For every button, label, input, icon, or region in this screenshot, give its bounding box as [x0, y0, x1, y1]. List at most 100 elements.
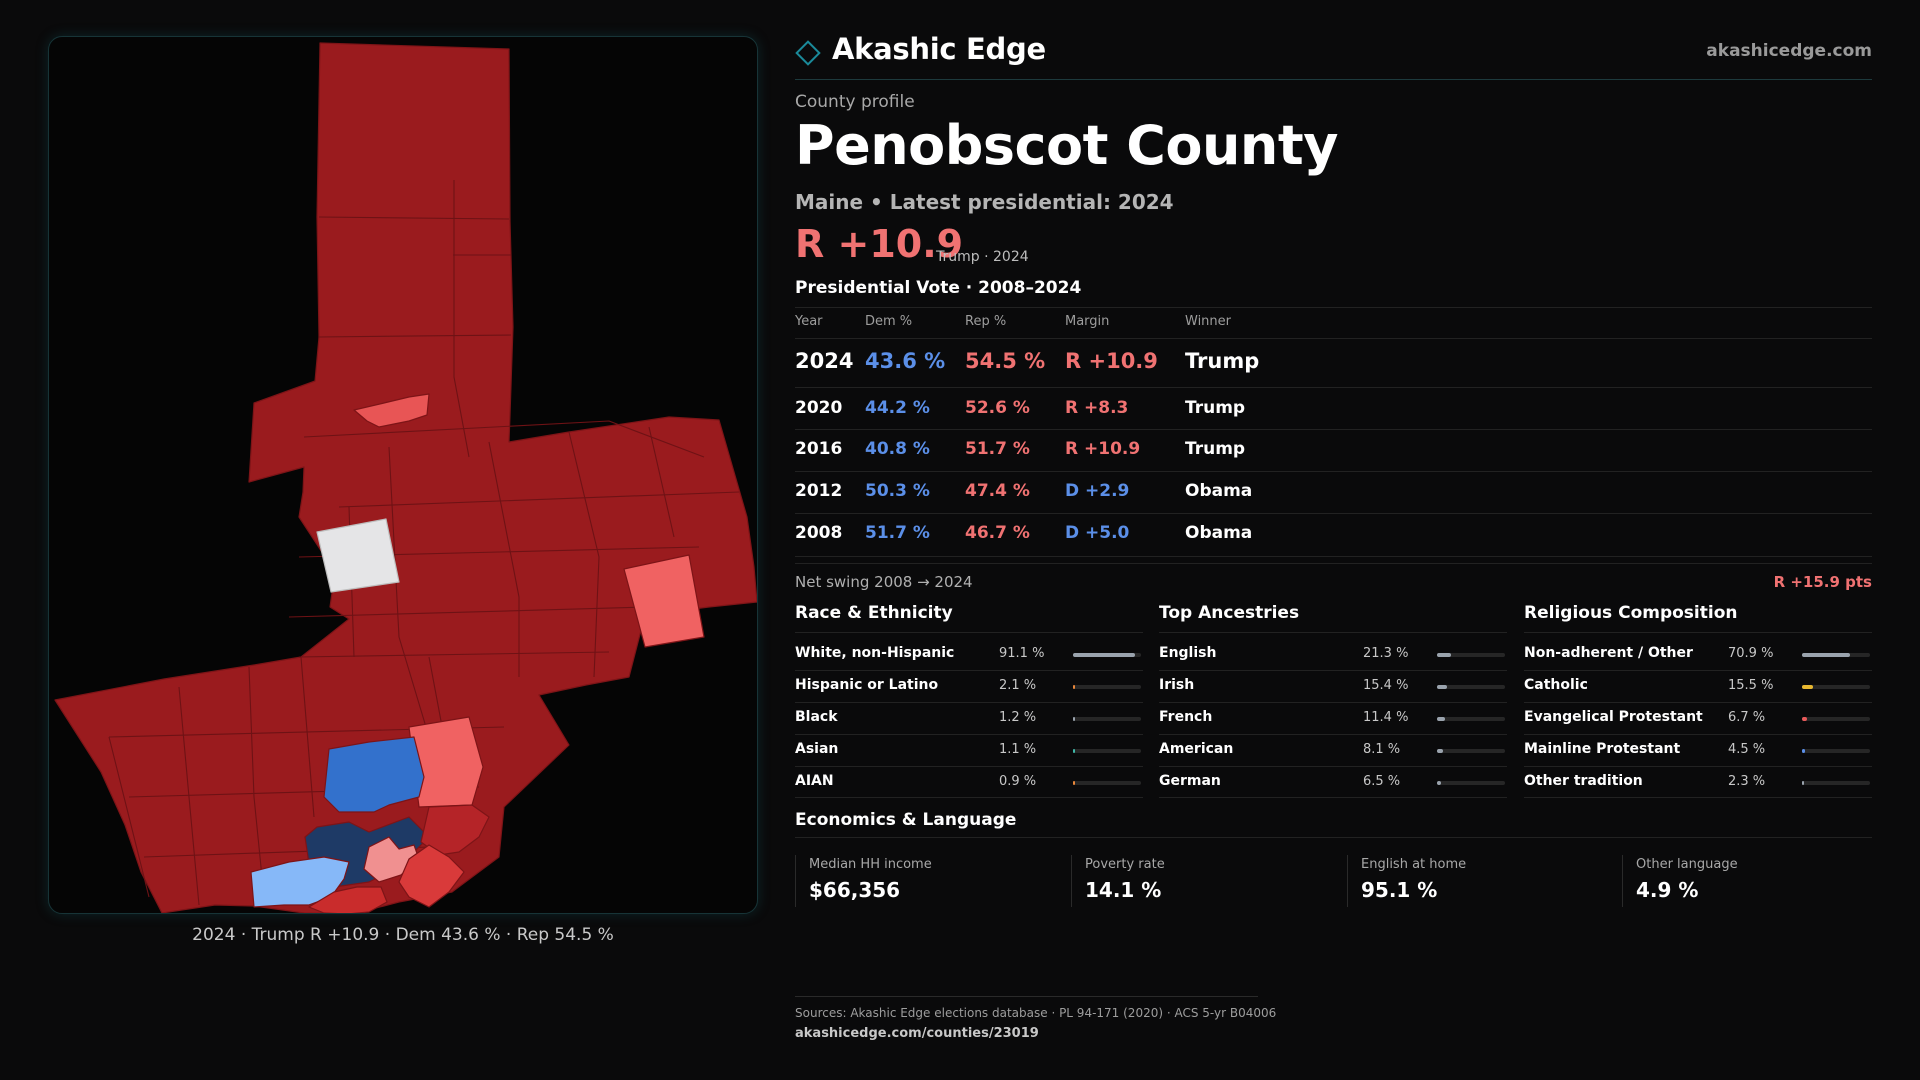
demographic-value: 2.3 % — [1728, 774, 1766, 789]
demographic-value: 4.5 % — [1728, 742, 1766, 757]
section-bottom-divider — [1524, 797, 1872, 798]
demographic-label: Hispanic or Latino — [795, 677, 939, 693]
demographic-bar — [1437, 717, 1505, 721]
economics-label: Poverty rate — [1085, 857, 1165, 872]
demographic-value: 15.5 % — [1728, 678, 1774, 693]
column-header-winner: Winner — [1185, 314, 1232, 329]
row-rep-share: 47.4 % — [965, 481, 1030, 501]
county-map-panel — [48, 36, 758, 914]
demographic-bar — [1073, 749, 1141, 753]
demographic-bar — [1802, 717, 1870, 721]
demographic-bar — [1437, 749, 1505, 753]
demographics-section-title: Race & Ethnicity — [795, 603, 953, 623]
row-dem-share: 40.8 % — [865, 439, 930, 459]
profile-label: County profile — [795, 92, 915, 112]
map-caption: 2024 · Trump R +10.9 · Dem 43.6 % · Rep … — [192, 925, 614, 945]
economics-value: 14.1 % — [1085, 878, 1162, 902]
demographic-value: 91.1 % — [999, 646, 1045, 661]
demographic-bar-fill — [1802, 653, 1850, 657]
table-header-divider — [795, 338, 1872, 339]
row-divider — [795, 387, 1872, 388]
demographic-value: 15.4 % — [1363, 678, 1409, 693]
demographic-bar — [1073, 685, 1141, 689]
net-swing-label: Net swing 2008 → 2024 — [795, 573, 973, 591]
row-divider — [795, 670, 1143, 671]
row-divider — [795, 702, 1143, 703]
demographics-section-title: Top Ancestries — [1159, 603, 1300, 623]
row-divider — [1159, 766, 1507, 767]
row-divider — [795, 556, 1872, 557]
demographic-label: Catholic — [1524, 677, 1588, 693]
demographics-section-title: Religious Composition — [1524, 603, 1738, 623]
demographic-bar — [1802, 749, 1870, 753]
row-margin: R +10.9 — [1065, 439, 1141, 459]
row-divider — [795, 471, 1872, 472]
row-divider — [1159, 734, 1507, 735]
demographic-label: Irish — [1159, 677, 1195, 693]
demographic-label: German — [1159, 773, 1221, 789]
demographic-bar — [1437, 653, 1505, 657]
row-divider — [795, 513, 1872, 514]
row-winner: Obama — [1185, 523, 1253, 543]
row-margin: R +8.3 — [1065, 398, 1129, 418]
headline-margin: R +10.9 — [795, 222, 964, 266]
demographic-bar-fill — [1437, 653, 1451, 657]
demographic-label: Asian — [795, 741, 839, 757]
demographic-bar — [1073, 653, 1141, 657]
economics-divider — [795, 837, 1872, 838]
demographic-bar-fill — [1802, 685, 1813, 689]
row-rep-share: 51.7 % — [965, 439, 1030, 459]
demographic-value: 8.1 % — [1363, 742, 1401, 757]
row-margin: D +2.9 — [1065, 481, 1130, 501]
sources-divider — [795, 996, 1258, 997]
row-winner: Obama — [1185, 481, 1253, 501]
row-dem-share: 50.3 % — [865, 481, 930, 501]
section-bottom-divider — [795, 797, 1143, 798]
demographic-label: Black — [795, 709, 838, 725]
net-swing-value: R +15.9 pts — [1773, 573, 1872, 591]
page-subtitle: Maine • Latest presidential: 2024 — [795, 190, 1174, 214]
demographic-bar-fill — [1437, 749, 1443, 753]
economics-label: Other language — [1636, 857, 1738, 872]
demographic-value: 6.7 % — [1728, 710, 1766, 725]
section-divider — [1159, 632, 1507, 633]
row-year: 2016 — [795, 439, 843, 459]
map-town-dem-core — [323, 736, 425, 813]
county-map[interactable] — [49, 37, 758, 914]
demographic-bar — [1073, 781, 1141, 785]
demographic-label: American — [1159, 741, 1234, 757]
row-divider — [1524, 766, 1872, 767]
row-dem-share: 44.2 % — [865, 398, 930, 418]
economics-value: 4.9 % — [1636, 878, 1699, 902]
demographic-label: Non-adherent / Other — [1524, 645, 1693, 661]
demographic-value: 70.9 % — [1728, 646, 1774, 661]
section-divider — [1524, 632, 1872, 633]
demographic-bar — [1437, 781, 1505, 785]
economics-title: Economics & Language — [795, 810, 1017, 830]
demographic-bar — [1802, 781, 1870, 785]
brand-name[interactable]: Akashic Edge — [832, 32, 1046, 66]
sources-text: Sources: Akashic Edge elections database… — [795, 1006, 1277, 1020]
map-town-light-rep-east — [623, 554, 705, 648]
demographic-value: 2.1 % — [999, 678, 1037, 693]
demographic-label: English — [1159, 645, 1217, 661]
row-rep-share: 46.7 % — [965, 523, 1030, 543]
column-header-year: Year — [795, 314, 823, 329]
brand-url-link[interactable]: akashicedge.com — [1706, 41, 1872, 61]
demographic-bar — [1802, 653, 1870, 657]
column-header-dem: Dem % — [865, 314, 913, 329]
demographic-bar-fill — [1437, 717, 1445, 721]
map-town-mid-rep-c — [398, 844, 465, 908]
diamond-outline-icon — [795, 40, 821, 66]
row-margin: R +10.9 — [1065, 349, 1158, 373]
section-bottom-divider — [1159, 797, 1507, 798]
demographic-label: French — [1159, 709, 1213, 725]
economics-card-divider — [1347, 855, 1348, 907]
headline-note: Trump · 2024 — [936, 249, 1029, 265]
row-winner: Trump — [1185, 439, 1246, 459]
demographic-label: White, non-Hispanic — [795, 645, 955, 661]
demographic-bar-fill — [1802, 781, 1804, 785]
economics-value: 95.1 % — [1361, 878, 1438, 902]
economics-card-divider — [1071, 855, 1072, 907]
county-url-link[interactable]: akashicedge.com/counties/23019 — [795, 1026, 1039, 1041]
